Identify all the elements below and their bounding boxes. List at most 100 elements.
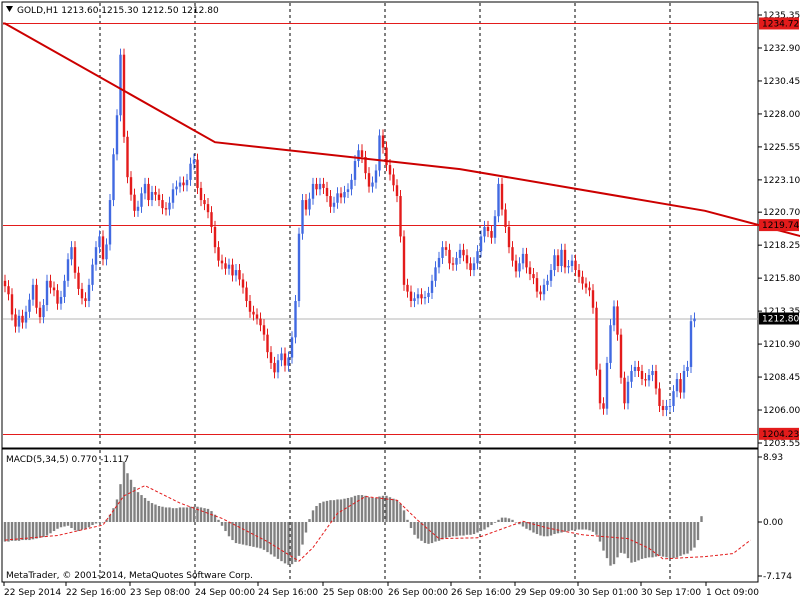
candle-body <box>518 263 521 272</box>
candle-body <box>220 260 224 264</box>
macd-bar <box>178 507 182 522</box>
macd-bar <box>388 497 392 522</box>
candle-body <box>560 249 563 267</box>
macd-bar <box>343 498 346 522</box>
candle-body <box>336 193 339 203</box>
candle-body <box>227 264 231 269</box>
candle-body <box>364 156 367 174</box>
candle-body <box>493 216 497 238</box>
macd-bar <box>619 522 623 553</box>
candle-body <box>7 286 10 295</box>
candle-body <box>49 280 52 288</box>
macd-bar <box>217 519 220 522</box>
candle-body <box>70 247 73 260</box>
candle-body <box>598 369 602 404</box>
macd-bar <box>367 497 371 522</box>
macd-signal-line <box>4 485 751 562</box>
macd-bar <box>479 522 483 532</box>
macd-bar <box>626 522 630 559</box>
candle-body <box>87 284 91 302</box>
y-tick-label: 1220.70 <box>763 208 800 218</box>
macd-bar <box>91 522 94 526</box>
candle-body <box>217 247 220 261</box>
candle-body <box>266 334 269 353</box>
candle-body <box>21 315 24 323</box>
candle-body <box>399 196 402 237</box>
macd-bar <box>108 514 112 522</box>
candle-body <box>84 298 87 302</box>
macd-bar <box>322 501 325 522</box>
macd-bar <box>441 522 444 540</box>
macd-bar <box>80 522 84 530</box>
macd-bar <box>640 522 644 559</box>
candle-body <box>28 299 31 312</box>
candle-body <box>420 294 423 299</box>
candle-body <box>539 291 542 295</box>
macd-vertical-grid <box>99 450 671 581</box>
macd-bar <box>115 499 119 522</box>
macd-bar <box>378 496 381 522</box>
candle-body <box>458 249 462 258</box>
macd-bar <box>430 522 434 544</box>
candle-body <box>619 334 623 378</box>
candle-body <box>500 183 504 210</box>
candle-body <box>301 200 304 234</box>
candle-body <box>276 360 280 373</box>
macd-bar <box>567 522 570 532</box>
candle-body <box>332 202 336 207</box>
candle-body <box>441 247 444 258</box>
macd-bar <box>574 522 577 530</box>
macd-bar <box>241 522 245 545</box>
candle-body <box>623 377 626 404</box>
macd-bar <box>157 505 161 522</box>
candle-body <box>234 270 238 276</box>
macd-bar <box>672 522 675 559</box>
candle-body <box>581 276 584 284</box>
macd-bar <box>500 517 504 522</box>
macd-bar <box>647 522 651 558</box>
macd-bar <box>164 507 168 522</box>
candle-body <box>553 255 556 271</box>
macd-bar <box>315 505 318 522</box>
candle-body <box>360 150 364 157</box>
candle-body <box>175 186 178 190</box>
macd-bar <box>633 522 637 562</box>
macd-bar <box>73 522 77 531</box>
candle-body <box>651 370 654 376</box>
macd-bar <box>122 461 126 522</box>
candle-body <box>402 236 406 285</box>
macd-bar <box>42 522 45 538</box>
macd-bar <box>262 522 266 550</box>
macd-bar <box>276 522 280 559</box>
level-label-box <box>759 427 799 440</box>
candle-body <box>325 187 329 197</box>
macd-bar <box>98 522 101 523</box>
candle-body <box>665 405 668 411</box>
candle-body <box>602 403 605 409</box>
candle-body <box>472 263 476 271</box>
macd-bar <box>192 506 196 522</box>
candlesticks <box>3 48 696 417</box>
macd-bar <box>133 487 136 522</box>
macd-bar <box>469 522 472 535</box>
candle-body <box>262 325 266 335</box>
macd-bar <box>301 522 304 545</box>
y-tick-label: 1225.55 <box>763 143 800 153</box>
candle-body <box>689 321 693 367</box>
macd-bar <box>682 522 686 555</box>
candle-body <box>427 292 430 297</box>
candle-body <box>52 287 56 291</box>
price-panel-title: GOLD,H1 1213.60 1215.30 1212.50 1212.80 <box>17 6 219 16</box>
macd-bar <box>318 503 322 522</box>
candle-body <box>77 272 80 289</box>
candle-body <box>308 198 311 210</box>
macd-bar <box>70 522 73 529</box>
symbol-menu-icon[interactable] <box>6 6 13 12</box>
macd-bar <box>444 522 448 538</box>
macd-bar <box>56 522 59 529</box>
y-tick-label: 1218.25 <box>763 241 800 251</box>
macd-bar <box>570 522 574 531</box>
moving-average-line <box>3 22 800 238</box>
candle-body <box>283 353 287 366</box>
